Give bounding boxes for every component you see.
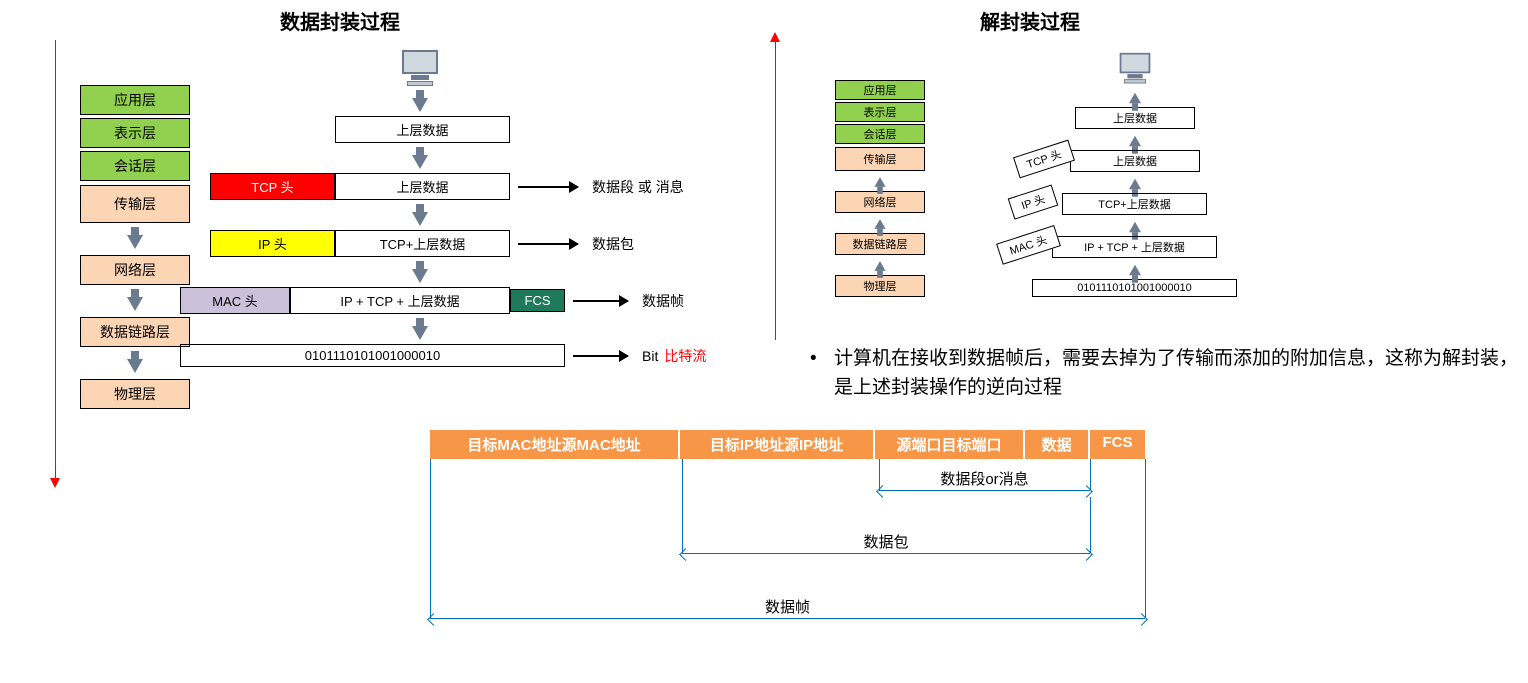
tcp-skew: TCP 头 — [1013, 140, 1075, 179]
right-arrow-icon — [518, 243, 578, 245]
segment-table: 目标MAC地址源MAC地址 目标IP地址源IP地址 源端口目标端口 数据 FCS — [430, 430, 1145, 459]
down-arrow-icon — [412, 326, 428, 340]
layer-trans: 传输层 — [80, 185, 190, 223]
layer-app: 应用层 — [80, 85, 190, 115]
segment-label: 数据段 或 消息 — [592, 177, 684, 197]
decap-r2: 上层数据 — [1070, 150, 1200, 172]
seg-mac: 目标MAC地址源MAC地址 — [430, 430, 680, 459]
down-arrow-icon — [412, 98, 428, 112]
layer-net-r: 网络层 — [835, 191, 925, 213]
tcp-header: TCP 头 — [210, 173, 335, 200]
bit-label: Bit — [642, 348, 658, 364]
down-arrow-icon — [412, 155, 428, 169]
bits-box: 0101110101001000010 — [180, 344, 565, 367]
decap-data-column: 上层数据 TCP 头 上层数据 IP 头 TCP+上层数据 MAC 头 IP +… — [960, 50, 1237, 297]
right-arrow-icon — [518, 186, 578, 188]
ip-header: IP 头 — [210, 230, 335, 257]
down-arrow-icon — [412, 212, 428, 226]
frame-label: 数据帧 — [642, 291, 684, 311]
decap-r3: TCP+上层数据 — [1062, 193, 1207, 215]
layer-link-r: 数据链路层 — [835, 233, 925, 255]
ip-body: TCP+上层数据 — [335, 230, 510, 257]
bracket-label-packet: 数据包 — [682, 531, 1090, 552]
decap-note: • 计算机在接收到数据帧后，需要去掉为了传输而添加的附加信息，这称为解封装，是上… — [810, 345, 1520, 402]
red-arrow-up — [775, 40, 776, 340]
bracket-label-frame: 数据帧 — [430, 596, 1145, 617]
seg-ip: 目标IP地址源IP地址 — [680, 430, 875, 459]
layer-pres: 表示层 — [80, 118, 190, 148]
upper-data-box: 上层数据 — [335, 116, 510, 143]
up-arrow-icon — [1129, 222, 1141, 233]
up-arrow-icon — [1129, 179, 1141, 190]
bracket-tick — [1090, 459, 1091, 490]
bracket-label-segment: 数据段or消息 — [879, 468, 1090, 489]
layer-pres-r: 表示层 — [835, 102, 925, 122]
encap-data-column: 上层数据 TCP 头 上层数据 数据段 或 消息 IP 头 TCP+上层数据 数… — [210, 50, 706, 367]
encap-title: 数据封装过程 — [280, 6, 400, 35]
decap-r4: IP + TCP + 上层数据 — [1052, 236, 1217, 258]
layer-phys-r: 物理层 — [835, 275, 925, 297]
packet-label: 数据包 — [592, 234, 634, 254]
down-arrow-icon — [127, 235, 143, 249]
up-arrow-icon — [1129, 136, 1141, 147]
mac-header: MAC 头 — [180, 287, 290, 314]
up-arrow-icon — [874, 261, 885, 271]
layer-sess: 会话层 — [80, 151, 190, 181]
down-arrow-icon — [412, 269, 428, 283]
seg-port: 源端口目标端口 — [875, 430, 1025, 459]
bracket-segment — [879, 490, 1090, 491]
tcp-body: 上层数据 — [335, 173, 510, 200]
layer-phys: 物理层 — [80, 379, 190, 409]
seg-data: 数据 — [1025, 430, 1090, 459]
down-arrow-icon — [127, 359, 143, 373]
up-arrow-icon — [874, 177, 885, 187]
red-arrow-down — [55, 40, 56, 480]
computer-icon — [400, 50, 440, 88]
right-arrow-icon — [573, 355, 628, 357]
up-arrow-icon — [1129, 265, 1141, 276]
bracket-tick — [1145, 459, 1146, 618]
mac-skew: MAC 头 — [996, 225, 1060, 265]
bracket-frame — [430, 618, 1145, 619]
fcs-box: FCS — [510, 289, 565, 312]
bitstream-label: 比特流 — [664, 346, 706, 366]
computer-icon — [1118, 53, 1152, 85]
decap-layer-stack: 应用层 表示层 会话层 传输层 网络层 数据链路层 物理层 — [835, 80, 925, 297]
up-arrow-icon — [1129, 93, 1141, 104]
seg-fcs: FCS — [1090, 430, 1145, 459]
bracket-packet — [682, 553, 1090, 554]
bracket-tick — [1090, 497, 1091, 553]
decap-title: 解封装过程 — [980, 6, 1080, 35]
up-arrow-icon — [874, 219, 885, 229]
layer-sess-r: 会话层 — [835, 124, 925, 144]
right-arrow-icon — [573, 300, 628, 302]
mac-body: IP + TCP + 上层数据 — [290, 287, 510, 314]
segment-header-row: 目标MAC地址源MAC地址 目标IP地址源IP地址 源端口目标端口 数据 FCS — [430, 430, 1145, 459]
layer-app-r: 应用层 — [835, 80, 925, 100]
bracket-tick — [430, 459, 431, 618]
layer-link: 数据链路层 — [80, 317, 190, 347]
down-arrow-icon — [127, 297, 143, 311]
layer-trans-r: 传输层 — [835, 147, 925, 171]
ip-skew: IP 头 — [1008, 184, 1059, 219]
layer-net: 网络层 — [80, 255, 190, 285]
encap-layer-stack: 应用层 表示层 会话层 传输层 网络层 数据链路层 物理层 — [80, 85, 190, 409]
